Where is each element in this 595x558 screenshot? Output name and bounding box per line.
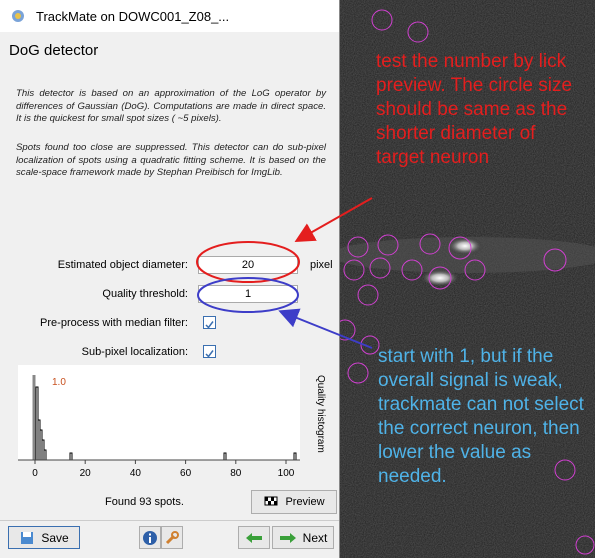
threshold-label: 1.0: [52, 377, 66, 388]
button-label: Next: [302, 530, 328, 545]
right-arrow: [279, 532, 296, 543]
x-tick-label: 60: [180, 468, 192, 479]
button-label: Preview: [285, 496, 325, 508]
histogram: 1.0 Quality histogram 0 20 40 60 80 100: [18, 365, 326, 479]
field-label: Estimated object diameter:: [57, 259, 188, 271]
dialog: TrackMate on DOWC001_Z08_... DoG detecto…: [0, 0, 340, 558]
x-tick-label: 100: [278, 468, 295, 479]
description: This detector is based on an approximati…: [16, 88, 326, 125]
left-arrow: [246, 532, 262, 543]
unit-label: pixel: [310, 259, 333, 271]
heading: DoG detector: [9, 42, 99, 59]
field-label: Quality threshold:: [102, 288, 188, 300]
preview-button[interactable]: Preview: [251, 490, 337, 514]
plot-area: [18, 365, 300, 460]
separator: [0, 520, 339, 521]
info-icon: [143, 530, 157, 545]
checkbox[interactable]: [203, 345, 216, 358]
next-button[interactable]: Next: [272, 526, 334, 549]
save-button[interactable]: Save: [8, 526, 80, 549]
field-label: Sub-pixel localization:: [81, 346, 188, 358]
check-mark: [205, 350, 214, 358]
text-field[interactable]: 1: [198, 285, 298, 303]
histogram-title: Quality histogram: [315, 375, 326, 453]
flag-icon: [264, 496, 278, 506]
status-label: Found 93 spots.: [105, 496, 184, 508]
annotation: start with 1, but if the overall signal …: [378, 346, 584, 487]
back-button[interactable]: [238, 526, 270, 549]
description: Spots found too close are suppressed. Th…: [16, 142, 326, 179]
x-tick-label: 0: [32, 468, 38, 479]
button-label: Save: [41, 530, 69, 545]
checkbox[interactable]: [203, 316, 216, 329]
x-tick-label: 80: [230, 468, 242, 479]
settings-button[interactable]: [161, 526, 183, 549]
info-button[interactable]: [139, 526, 161, 549]
save-icon: [21, 531, 34, 544]
x-tick-label: 40: [130, 468, 142, 479]
wrench-icon: [165, 530, 179, 544]
text-field[interactable]: 20: [198, 256, 298, 274]
annotation: test the number by lick preview. The cir…: [376, 51, 573, 168]
window-title: TrackMate on DOWC001_Z08_...: [36, 9, 230, 24]
field-label: Pre-process with median filter:: [40, 317, 188, 329]
check-mark: [205, 321, 214, 329]
app-icon: [12, 10, 24, 22]
title-bar: [0, 0, 339, 32]
x-tick-label: 20: [80, 468, 92, 479]
